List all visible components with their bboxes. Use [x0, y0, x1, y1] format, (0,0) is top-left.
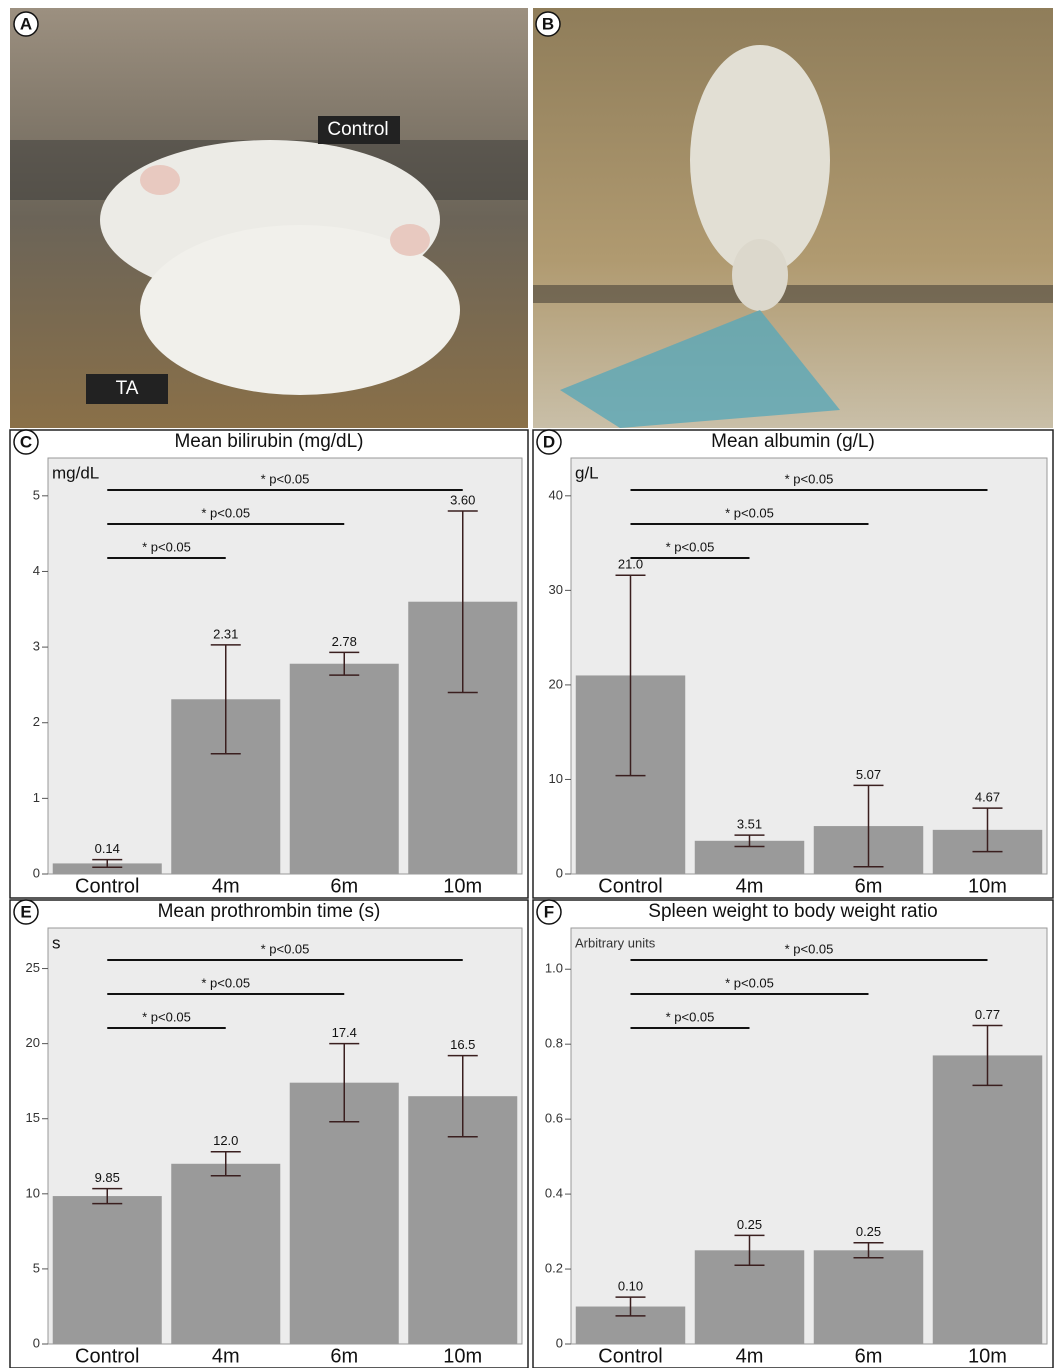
value-label: 2.31	[213, 626, 238, 641]
y-axis-label: Arbitrary units	[575, 935, 656, 950]
significance-label: * p<0.05	[666, 1009, 715, 1024]
value-label: 4.67	[975, 790, 1000, 805]
photo-annotation: TA	[116, 378, 139, 399]
photo-a	[10, 8, 528, 428]
chart-title: Mean albumin (g/L)	[711, 431, 875, 452]
value-label: 9.85	[95, 1170, 120, 1185]
chart-title: Mean prothrombin time (s)	[158, 901, 381, 922]
x-tick-label: Control	[598, 875, 662, 897]
y-tick-label: 10	[549, 771, 563, 786]
x-tick-label: Control	[75, 1345, 139, 1367]
y-tick-label: 5	[33, 487, 40, 502]
panel-label: E	[20, 902, 31, 921]
y-tick-label: 5	[33, 1260, 40, 1275]
x-tick-label: 10m	[443, 875, 482, 897]
y-tick-label: 0	[33, 1335, 40, 1350]
x-tick-label: 6m	[855, 1345, 883, 1367]
y-tick-label: 25	[26, 960, 40, 975]
panel-label: B	[542, 14, 554, 33]
bar	[933, 1055, 1042, 1344]
x-tick-label: 4m	[736, 875, 764, 897]
figure: Control TA A B Mean bilirubin (mg/dL) Cmg/d…	[0, 0, 1057, 1368]
y-tick-label: 0.6	[545, 1111, 563, 1126]
panel-label: A	[20, 14, 32, 33]
value-label: 17.4	[332, 1025, 357, 1040]
x-tick-label: 10m	[443, 1345, 482, 1367]
panel-label: F	[544, 902, 554, 921]
x-tick-label: 10m	[968, 1345, 1007, 1367]
y-tick-label: 30	[549, 582, 563, 597]
value-label: 0.77	[975, 1007, 1000, 1022]
significance-label: * p<0.05	[142, 1009, 191, 1024]
y-tick-label: 3	[33, 639, 40, 654]
x-tick-label: 6m	[330, 875, 358, 897]
chart-title: Spleen weight to body weight ratio	[648, 901, 937, 922]
panel-label: C	[20, 432, 32, 451]
y-tick-label: 0.4	[545, 1186, 563, 1201]
x-tick-label: 6m	[330, 1345, 358, 1367]
value-label: 0.25	[737, 1217, 762, 1232]
significance-label: * p<0.05	[785, 471, 834, 486]
y-tick-label: 2	[33, 714, 40, 729]
bar	[290, 664, 399, 874]
significance-label: * p<0.05	[666, 539, 715, 554]
x-tick-label: Control	[75, 875, 139, 897]
bar	[171, 1164, 280, 1344]
value-label: 5.07	[856, 767, 881, 782]
x-tick-label: 4m	[212, 875, 240, 897]
value-label: 12.0	[213, 1133, 238, 1148]
y-tick-label: 4	[33, 563, 40, 578]
x-tick-label: 4m	[736, 1345, 764, 1367]
significance-label: * p<0.05	[261, 471, 310, 486]
x-tick-label: Control	[598, 1345, 662, 1367]
value-label: 0.25	[856, 1224, 881, 1239]
y-axis-label: s	[52, 933, 61, 952]
y-axis-label: mg/dL	[52, 463, 99, 482]
significance-label: * p<0.05	[725, 505, 774, 520]
panel-label: D	[543, 432, 555, 451]
y-tick-label: 0.8	[545, 1036, 563, 1051]
significance-label: * p<0.05	[725, 975, 774, 990]
value-label: 3.51	[737, 817, 762, 832]
bar	[814, 1250, 923, 1344]
y-tick-label: 0	[33, 865, 40, 880]
photo-b	[533, 8, 1053, 428]
significance-label: * p<0.05	[142, 539, 191, 554]
photo-annotation: Control	[327, 119, 388, 140]
x-tick-label: 10m	[968, 875, 1007, 897]
y-tick-label: 1	[33, 790, 40, 805]
value-label: 16.5	[450, 1037, 475, 1052]
y-tick-label: 20	[26, 1035, 40, 1050]
y-tick-label: 0.2	[545, 1260, 563, 1275]
chart-title: Mean bilirubin (mg/dL)	[174, 431, 363, 452]
value-label: 3.60	[450, 492, 475, 507]
x-tick-label: 6m	[855, 875, 883, 897]
bar	[53, 1196, 162, 1344]
y-tick-label: 20	[549, 676, 563, 691]
y-tick-label: 0	[556, 865, 563, 880]
significance-label: * p<0.05	[201, 975, 250, 990]
y-axis-label: g/L	[575, 463, 599, 482]
y-tick-label: 15	[26, 1110, 40, 1125]
value-label: 2.78	[332, 634, 357, 649]
x-tick-label: 4m	[212, 1345, 240, 1367]
y-tick-label: 40	[549, 487, 563, 502]
value-label: 0.14	[95, 841, 120, 856]
y-tick-label: 1.0	[545, 961, 563, 976]
y-tick-label: 10	[26, 1185, 40, 1200]
significance-label: * p<0.05	[201, 505, 250, 520]
significance-label: * p<0.05	[785, 941, 834, 956]
significance-label: * p<0.05	[261, 941, 310, 956]
value-label: 0.10	[618, 1279, 643, 1294]
y-tick-label: 0	[556, 1335, 563, 1350]
